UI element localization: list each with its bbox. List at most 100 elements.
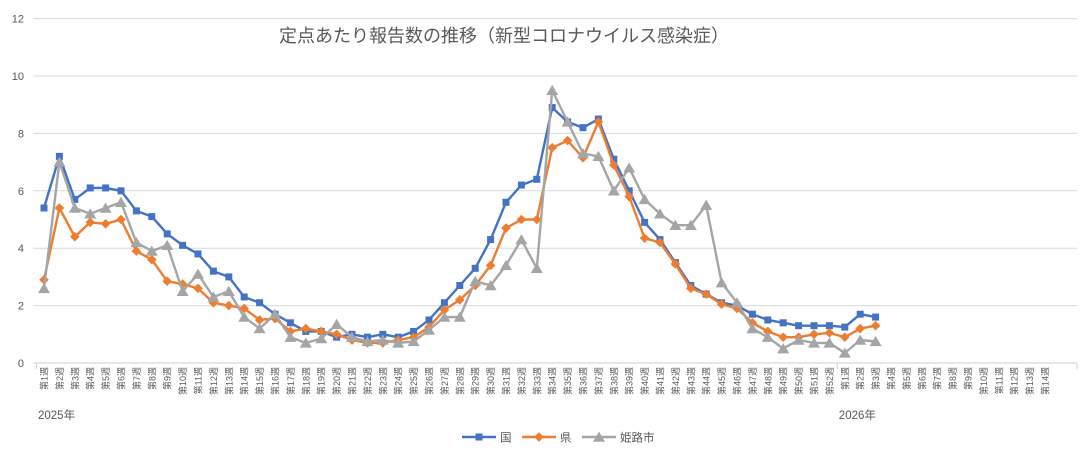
data-point-triangle [207,291,220,302]
data-point-triangle [607,185,620,196]
data-point-diamond [131,246,142,256]
x-tick-label: 第42週 [670,367,681,395]
data-point-square [117,187,125,195]
data-point-triangle [515,234,528,245]
data-point-diamond [439,305,450,315]
data-point-diamond [208,297,219,308]
data-point-triangle [869,335,882,347]
data-point-square [194,250,202,258]
data-point-triangle [376,334,389,345]
data-point-triangle [746,323,759,334]
x-tick-label: 第11週 [193,367,204,394]
x-tick-label: 第35週 [562,367,573,395]
data-point-triangle [838,347,851,358]
x-tick-label: 第16週 [270,367,281,395]
data-point-square [410,327,418,335]
data-point-square [872,313,880,321]
data-point-square [641,218,649,226]
x-tick-label: 第52週 [824,367,835,395]
x-tick-label: 第14週 [1040,367,1051,395]
x-tick-label: 第46週 [732,367,743,395]
series-diamond [39,117,881,348]
data-point-square [825,322,833,330]
data-point-diamond [855,323,865,334]
data-point-triangle [284,331,297,342]
gridlines [33,18,1077,364]
x-tick-label: 第48週 [762,367,773,395]
data-point-diamond [716,299,727,309]
data-point-diamond [301,323,311,334]
data-point-diamond [85,217,95,228]
x-tick-label: 第18週 [300,367,311,395]
legend-label: 姫路市 [620,431,655,445]
data-point-square [71,195,79,203]
data-point-diamond [870,320,881,331]
data-point-square [795,322,803,330]
data-point-triangle [731,297,743,308]
x-tick-label: 第37週 [593,367,604,395]
x-axis-labels: 第1週 第2週 第3週 第4週 第5週 第6週 第7週 第8週 第9週 第10週 第11週 第12週第… [39,367,1051,395]
x-tick-label: 第5週 [901,367,912,390]
data-point-triangle [438,311,451,322]
x-tick-label: 第3週 [870,367,881,390]
data-point-square [102,184,110,192]
data-point-triangle [299,337,312,348]
x-tick-label: 第15週 [254,367,265,395]
data-point-triangle [161,239,174,251]
data-point-square [502,198,510,206]
data-point-triangle [423,324,435,335]
data-point-triangle [222,285,235,296]
x-tick-label: 第6週 [116,367,127,390]
x-tick-label: 第45週 [716,367,727,395]
data-point-triangle [854,334,867,345]
data-point-square [286,319,294,327]
data-point-diamond [532,214,542,225]
data-point-triangle [53,156,66,167]
data-point-square [55,152,63,160]
data-point-diamond [763,326,773,337]
x-tick-label: 第23週 [377,367,388,395]
x-tick-label: 第40週 [639,367,650,395]
data-point-square [579,124,587,132]
data-point-diamond [732,303,742,314]
data-point-triangle [453,311,466,322]
legend-label: 国 [500,432,512,445]
data-point-diamond [547,142,557,153]
x-tick-label: 第30週 [485,367,496,395]
x-tick-label: 第25週 [408,367,419,395]
data-point-square [225,273,233,281]
y-tick-label: 6 [18,186,24,198]
data-point-triangle [361,335,374,347]
data-point-square [86,184,94,192]
data-point-square [163,230,171,238]
data-point-diamond [285,326,296,337]
data-point-triangle [238,311,251,322]
x-tick-label: 第7週 [932,367,943,390]
x-tick-label: 第31週 [501,367,512,395]
data-point-triangle [99,202,112,213]
data-point-diamond [331,329,342,340]
data-point-square [856,310,864,318]
x-tick-label: 第27週 [439,367,450,395]
y-tick-label: 0 [18,358,24,370]
x-tick-label: 第12週 [208,367,219,395]
data-point-diamond [162,276,172,287]
data-point-triangle [530,262,543,273]
data-point-triangle [777,343,790,354]
legend: 国 県 姫路市 [462,431,655,445]
data-point-square [475,433,483,441]
x-tick-label: 第17週 [285,367,296,395]
x-tick-label: 第1週 [39,367,50,390]
data-point-triangle [592,150,605,162]
data-point-triangle [577,147,589,159]
data-point-diamond [100,219,111,229]
x-tick-label: 第32週 [516,367,527,395]
data-point-triangle [546,84,559,96]
data-point-square [379,330,387,338]
data-point-diamond [624,191,634,202]
data-point-triangle [176,285,189,296]
data-point-triangle [484,280,497,291]
data-point-triangle [269,308,281,319]
data-point-square [625,187,633,195]
data-point-diamond [224,300,234,311]
